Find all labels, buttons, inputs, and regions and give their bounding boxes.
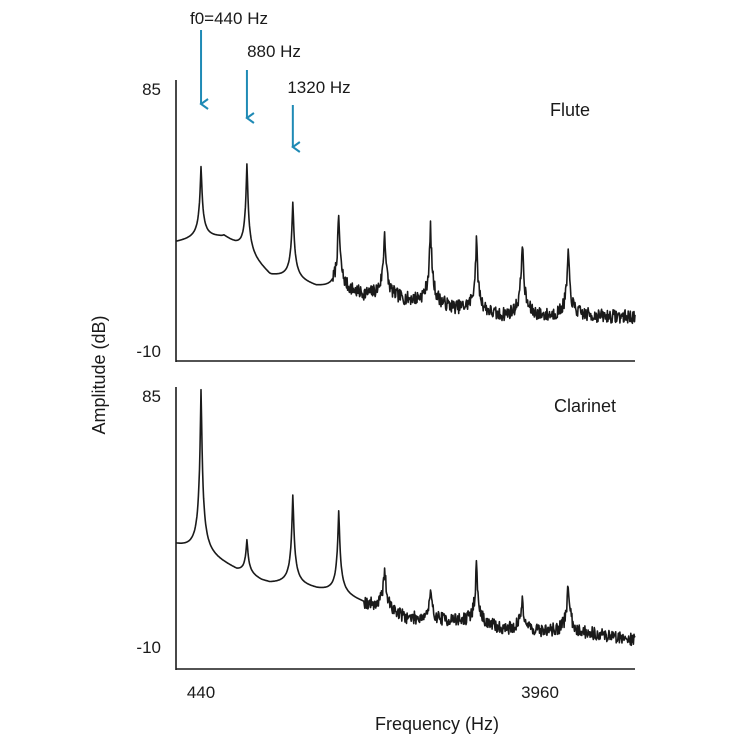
x-tick-440: 440 xyxy=(187,683,215,702)
clarinet-panel: 85 -10 Clarinet 440 3960 xyxy=(136,387,636,702)
y-axis-label: Amplitude (dB) xyxy=(89,315,109,434)
flute-y-tick-min: -10 xyxy=(136,342,161,361)
flute-panel-label: Flute xyxy=(550,100,590,120)
clarinet-panel-label: Clarinet xyxy=(554,396,616,416)
x-tick-3960: 3960 xyxy=(521,683,559,702)
flute-panel: 85 -10 Flute f0=440 Hz 880 Hz 1320 Hz xyxy=(136,9,636,362)
clarinet-y-tick-max: 85 xyxy=(142,387,161,406)
x-axis-label: Frequency (Hz) xyxy=(375,714,499,734)
clarinet-spectrum-line xyxy=(175,388,636,647)
flute-spectrum-line xyxy=(175,163,636,325)
annotation-1320-label: 1320 Hz xyxy=(287,78,350,97)
annotation-f0-label: f0=440 Hz xyxy=(190,9,268,28)
flute-y-tick-max: 85 xyxy=(142,80,161,99)
clarinet-y-tick-min: -10 xyxy=(136,638,161,657)
annotation-880-label: 880 Hz xyxy=(247,42,301,61)
